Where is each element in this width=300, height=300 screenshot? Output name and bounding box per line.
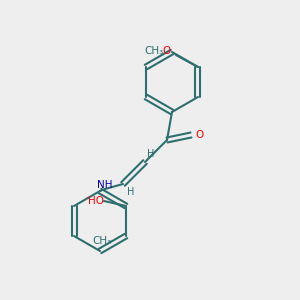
Text: CH₃: CH₃ [92, 236, 112, 246]
Text: NH: NH [97, 180, 113, 190]
Text: HO: HO [88, 196, 104, 206]
Text: H: H [127, 187, 135, 197]
Text: O: O [163, 46, 171, 56]
Text: H: H [147, 149, 155, 159]
Text: O: O [195, 130, 203, 140]
Text: CH₃: CH₃ [144, 46, 164, 56]
